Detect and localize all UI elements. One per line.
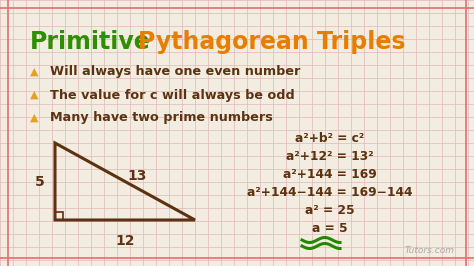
Text: 12: 12	[115, 234, 135, 248]
Text: The value for c will always be odd: The value for c will always be odd	[50, 89, 295, 102]
Text: Will always have one even number: Will always have one even number	[50, 65, 301, 78]
Text: Many have two prime numbers: Many have two prime numbers	[50, 111, 273, 124]
Text: a²+144−144 = 169−144: a²+144−144 = 169−144	[247, 185, 413, 198]
Text: 13: 13	[128, 169, 146, 184]
Text: a²+b² = c²: a²+b² = c²	[295, 131, 365, 144]
Text: ▲: ▲	[30, 113, 38, 123]
Text: Tutors.com: Tutors.com	[405, 246, 455, 255]
Text: Primitive: Primitive	[30, 30, 151, 54]
Text: ▲: ▲	[30, 90, 38, 100]
Text: Pythagorean Triples: Pythagorean Triples	[138, 30, 405, 54]
Text: ▲: ▲	[30, 67, 38, 77]
Text: a = 5: a = 5	[312, 222, 348, 235]
Text: 5: 5	[35, 174, 45, 189]
Text: a² = 25: a² = 25	[305, 203, 355, 217]
Text: a²+12² = 13²: a²+12² = 13²	[286, 149, 374, 163]
Text: a²+144 = 169: a²+144 = 169	[283, 168, 377, 181]
